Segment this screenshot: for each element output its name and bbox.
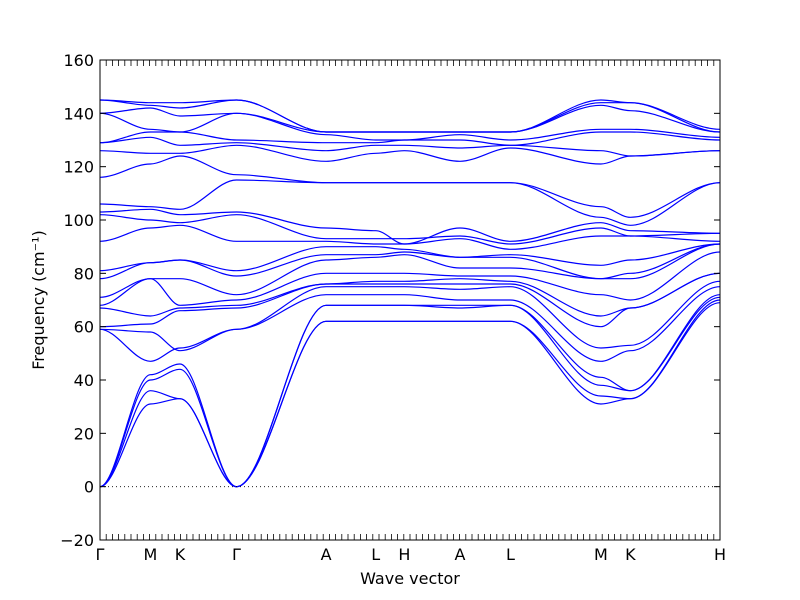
bands-layer: [99, 99, 721, 488]
band-line-9: [99, 251, 721, 306]
band-line-4: [99, 294, 721, 488]
y-tick-label: 0: [84, 478, 94, 497]
y-tick-label: 60: [74, 318, 94, 337]
band-line-21: [99, 112, 721, 141]
x-tick-label-11: K: [625, 545, 636, 564]
x-tick-label-1: Γ: [96, 545, 105, 564]
band-line-3: [99, 296, 721, 488]
x-tick-label-6: L: [371, 545, 380, 564]
x-tick-label-10: M: [594, 545, 608, 564]
y-tick-label: 100: [63, 211, 94, 230]
y-axis-label: Frequency (cm⁻¹): [29, 230, 48, 369]
band-line-16: [99, 179, 721, 226]
band-line-18: [99, 144, 721, 165]
x-tick-label-2: M: [144, 545, 158, 564]
band-line-13: [99, 224, 721, 250]
band-line-15: [99, 208, 721, 245]
y-tick-label: −20: [60, 531, 94, 550]
x-axis-label: Wave vector: [360, 569, 460, 588]
band-line-20: [99, 131, 721, 146]
x-tick-label-9: L: [506, 545, 515, 564]
x-tick-label-3: K: [175, 545, 186, 564]
x-tick-label-12: H: [714, 545, 726, 564]
y-tick-label: 120: [63, 158, 94, 177]
y-axis-ticks: −20 0 20 40 60 80 100 120 140 160: [60, 51, 720, 550]
band-line-7: [99, 272, 721, 328]
x-tick-label-4: Γ: [232, 545, 241, 564]
x-tick-label-7: H: [398, 545, 410, 564]
y-tick-label: 20: [74, 424, 94, 443]
x-tick-label-5: A: [321, 545, 332, 564]
y-tick-label: 40: [74, 371, 94, 390]
band-line-14: [99, 214, 721, 245]
band-line-24: [99, 99, 721, 133]
band-line-6: [99, 280, 721, 352]
band-line-12: [99, 243, 721, 272]
y-tick-label: 80: [74, 264, 94, 283]
y-tick-label: 160: [63, 51, 94, 70]
x-tick-label-8: A: [455, 545, 466, 564]
band-line-19: [99, 136, 721, 157]
band-line-2: [99, 299, 721, 488]
band-line-8: [99, 272, 721, 317]
band-line-22: [99, 104, 721, 133]
y-tick-label: 140: [63, 104, 94, 123]
band-line-17: [99, 155, 721, 218]
band-line-10: [99, 243, 721, 298]
band-line-5: [99, 286, 721, 362]
band-line-1: [99, 302, 721, 488]
